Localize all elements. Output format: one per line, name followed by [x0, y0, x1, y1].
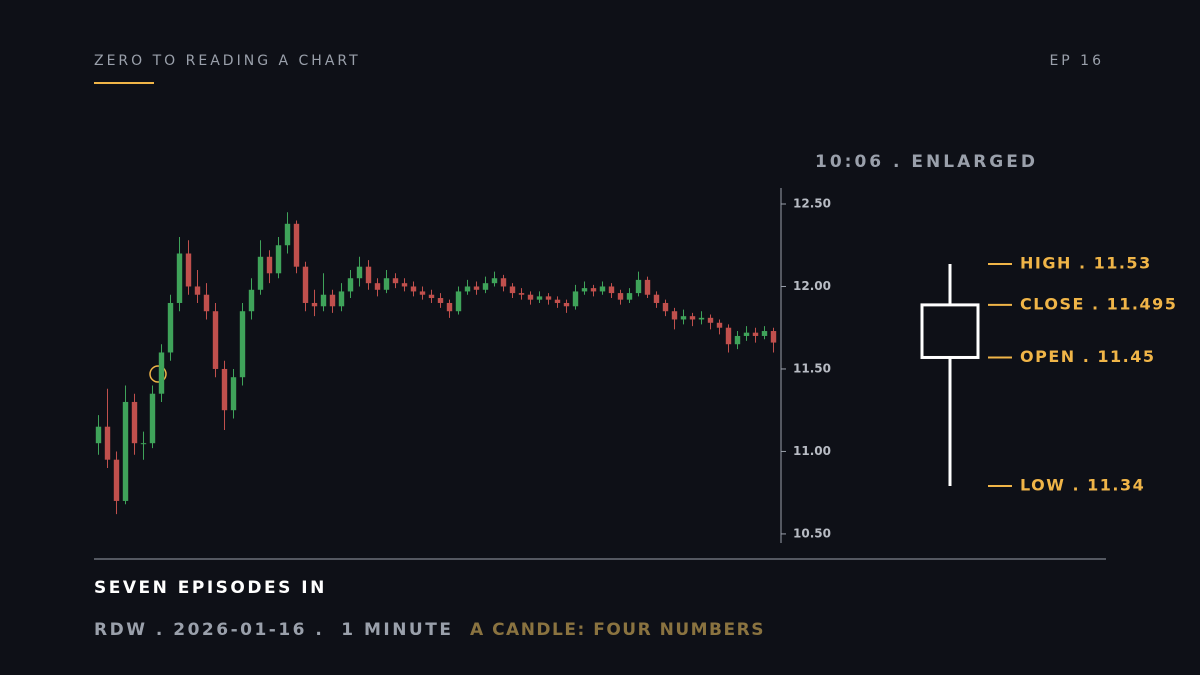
candle-body: [590, 288, 597, 292]
candle-body: [266, 256, 273, 274]
candle-body: [464, 286, 471, 292]
candle-body: [716, 322, 723, 328]
episode: EP 16: [1049, 53, 1104, 69]
candle-body: [635, 279, 642, 294]
candle-body: [212, 311, 219, 369]
candle-body: [113, 459, 120, 501]
candle-body: [176, 253, 183, 303]
candle-body: [293, 223, 300, 267]
candle-body: [743, 332, 750, 336]
candle-body: [653, 294, 660, 303]
candle-body: [752, 332, 759, 336]
y-tick-label: 12.50: [793, 197, 831, 211]
candle-body: [365, 266, 372, 284]
candle-body: [185, 253, 192, 287]
candle-body: [536, 296, 543, 300]
footer-topic: A CANDLE: FOUR NUMBERS: [470, 620, 765, 640]
candle-body: [473, 286, 480, 290]
candle-body: [104, 426, 111, 460]
candle-body: [545, 296, 552, 300]
candle-body: [599, 286, 606, 292]
candle-body: [311, 302, 318, 307]
candle-body: [239, 311, 246, 378]
candle-body: [455, 291, 462, 312]
candle-body: [725, 327, 732, 345]
candle-body: [131, 401, 138, 444]
candle-body: [518, 293, 525, 295]
candle-body: [122, 401, 129, 501]
series-title: ZERO TO READING A CHART: [94, 53, 361, 69]
candle-body: [302, 266, 309, 303]
candle-body: [761, 331, 768, 336]
candle-body: [662, 302, 669, 312]
y-tick-label: 12.00: [793, 279, 831, 293]
candle-body: [140, 443, 147, 445]
candle-body: [401, 283, 408, 287]
candle-body: [608, 286, 615, 294]
candle-body: [554, 299, 561, 303]
candle-body: [338, 291, 345, 307]
candle-body: [419, 291, 426, 295]
candle-body: [221, 368, 228, 411]
candle-body: [158, 352, 165, 394]
candle-body: [167, 302, 174, 353]
candle-body: [491, 278, 498, 284]
candle-body: [275, 245, 282, 274]
footer-meta: RDW . 2026-01-16 . 1 MINUTE: [94, 620, 453, 640]
y-tick-label: 10.50: [793, 526, 831, 540]
enlarged-label: CLOSE . 11.495: [1020, 294, 1177, 313]
candle-body: [680, 316, 687, 320]
candle-body: [581, 288, 588, 292]
y-tick-label: 11.00: [793, 444, 831, 458]
candle-body: [500, 278, 507, 287]
candle-body: [284, 223, 291, 246]
candle-body: [428, 294, 435, 299]
y-tick-label: 11.50: [793, 361, 831, 375]
enlarged-body: [920, 303, 980, 359]
candle-body: [446, 302, 453, 312]
candle-body: [572, 291, 579, 307]
candle-body: [644, 279, 651, 295]
enlarged-label: HIGH . 11.53: [1020, 254, 1152, 273]
candle-body: [203, 294, 210, 312]
candle-body: [527, 294, 534, 300]
candle-body: [617, 293, 624, 300]
candle-body: [257, 256, 264, 290]
candle-body: [671, 311, 678, 320]
candle-body: [392, 278, 399, 284]
candle-body: [563, 302, 570, 307]
candle-body: [482, 283, 489, 290]
candle-body: [356, 266, 363, 279]
highlight-marker: [149, 365, 167, 383]
candle-body: [707, 317, 714, 323]
candle-body: [383, 278, 390, 290]
candle-body: [698, 317, 705, 320]
candle-body: [320, 294, 327, 307]
enlarged-title: 10:06 . ENLARGED: [815, 152, 1038, 172]
candle-body: [689, 316, 696, 320]
candle-body: [374, 283, 381, 290]
candle-body: [347, 278, 354, 292]
candle-body: [329, 294, 336, 307]
enlarged-label: OPEN . 11.45: [1020, 347, 1155, 366]
footer-title: SEVEN EPISODES IN: [94, 578, 327, 598]
candle-body: [770, 331, 777, 343]
candle-body: [248, 289, 255, 312]
candle-body: [95, 426, 102, 444]
candle-body: [149, 393, 156, 444]
candle-body: [437, 298, 444, 303]
candle-body: [410, 286, 417, 292]
candle-body: [509, 286, 516, 294]
enlarged-label: LOW . 11.34: [1020, 476, 1145, 495]
candle-body: [230, 377, 237, 411]
candle-body: [194, 286, 201, 295]
candle-body: [626, 293, 633, 300]
candle-body: [734, 335, 741, 345]
